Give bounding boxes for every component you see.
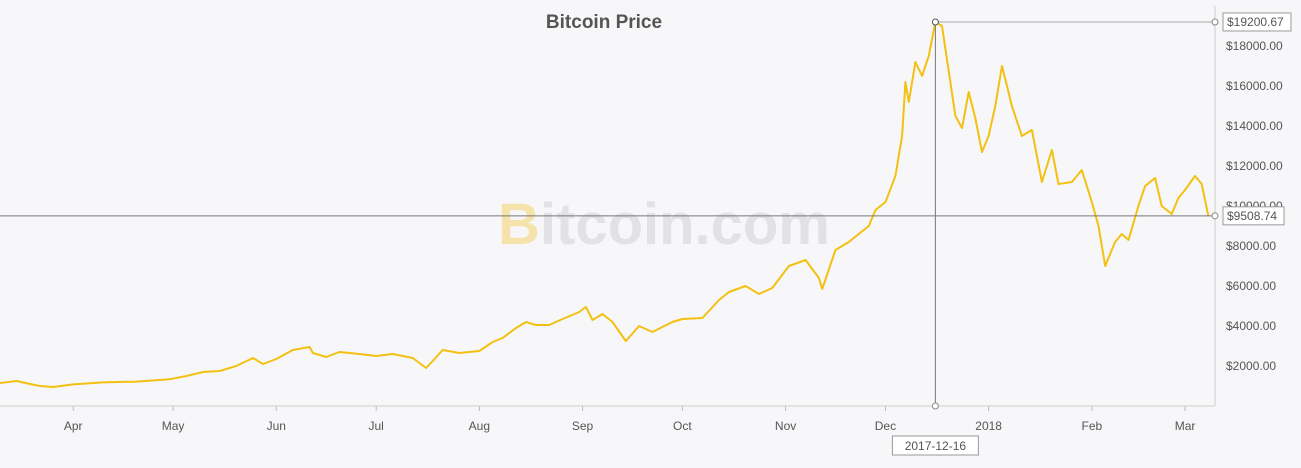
current-value-label: $9508.74 (1227, 209, 1277, 223)
y-tick-label: $12000.00 (1226, 159, 1283, 173)
x-tick-label: May (162, 419, 185, 433)
x-tick-label: Jul (368, 419, 383, 433)
x-tick-label: Nov (775, 419, 796, 433)
y-tick-label: $6000.00 (1226, 279, 1276, 293)
crosshair-top-handle[interactable] (931, 18, 939, 26)
watermark-b: B (498, 192, 540, 257)
y-tick-label: $8000.00 (1226, 239, 1276, 253)
y-axis-ticks: $2000.00$4000.00$6000.00$8000.00$10000.0… (1226, 39, 1283, 373)
x-tick-label: 2018 (975, 419, 1002, 433)
x-tick-label: Dec (875, 419, 896, 433)
x-tick-label: Sep (572, 419, 594, 433)
crosshair-date-label: 2017-12-16 (905, 439, 967, 453)
x-tick-label: Jun (267, 419, 286, 433)
watermark: Bitcoin.com (498, 192, 830, 257)
y-tick-label: $14000.00 (1226, 119, 1283, 133)
crosshair-date-box (891, 435, 979, 456)
price-line (0, 21, 1210, 388)
x-tick-label: Mar (1175, 419, 1196, 433)
x-tick-label: Apr (64, 419, 83, 433)
high-value-box (1222, 12, 1292, 32)
high-value-label: $19200.67 (1227, 15, 1284, 29)
crosshair: $19200.67 $9508.74 2017-12-16 (0, 12, 1292, 456)
y-tick-label: $18000.00 (1226, 39, 1283, 53)
chart-title: Bitcoin Price (546, 12, 662, 33)
y-tick-label: $2000.00 (1226, 359, 1276, 373)
x-axis-ticks: Apr May Jun Jul Aug Sep Oct Nov Dec 2018 Feb Mar (64, 406, 1195, 433)
current-value-box (1222, 206, 1285, 226)
high-value-handle[interactable] (1211, 18, 1219, 26)
x-tick-label: Aug (469, 419, 490, 433)
watermark-rest: itcoin.com (540, 192, 830, 257)
crosshair-bottom-handle[interactable] (931, 402, 939, 410)
y-tick-label: $16000.00 (1226, 79, 1283, 93)
x-tick-label: Oct (673, 419, 692, 433)
current-value-handle[interactable] (1211, 212, 1219, 220)
y-tick-label: $4000.00 (1226, 319, 1276, 333)
x-tick-label: Feb (1081, 419, 1102, 433)
